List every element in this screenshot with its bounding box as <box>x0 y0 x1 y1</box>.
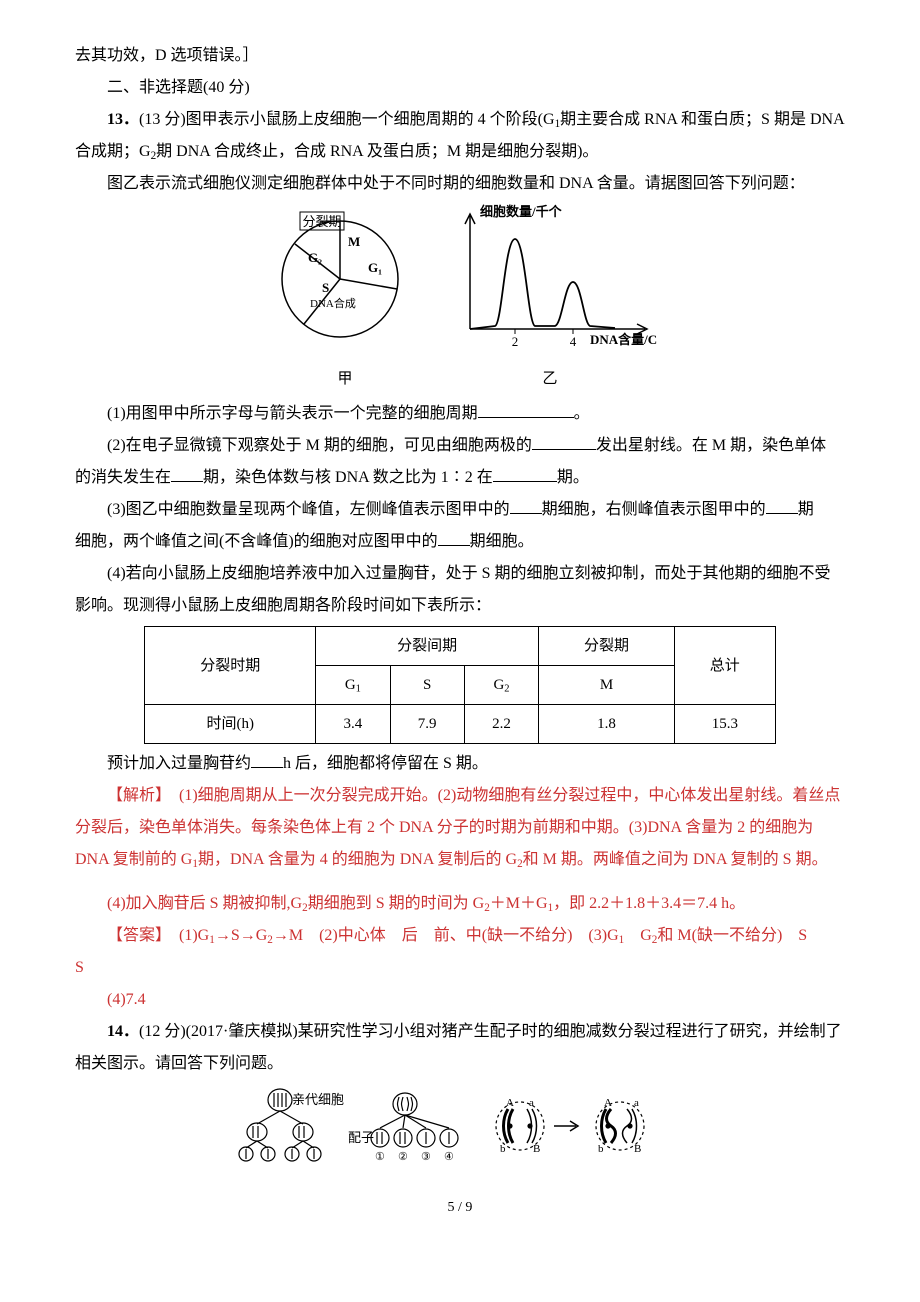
blank <box>510 497 542 514</box>
table-row: 分裂时期 分裂间期 分裂期 总计 <box>145 627 775 666</box>
text: 期细胞到 S 期的时间为 G <box>308 895 484 912</box>
text: 期 <box>798 501 814 518</box>
table-header: G2 <box>464 666 538 705</box>
blank <box>478 401 574 418</box>
text: 期，染色体数与核 DNA 数之比为 1∶2 在 <box>203 469 493 486</box>
question-number: 13． <box>107 111 139 128</box>
figure-caption: 乙 <box>440 364 660 394</box>
table-header: M <box>539 666 675 705</box>
blank <box>766 497 798 514</box>
text: →S→G <box>215 927 267 944</box>
diagram-label: ① <box>375 1151 385 1163</box>
table-cell: 1.8 <box>539 705 675 744</box>
text: ＋M＋G <box>490 895 548 912</box>
text: 细胞，两个峰值之间(不含峰值)的细胞对应图甲中的 <box>75 533 438 550</box>
figure-pie: 分裂期 M G₁ G₂ S DNA合成 甲 <box>260 204 430 394</box>
table-cell: 15.3 <box>674 705 775 744</box>
pie-label: G₁ <box>368 260 382 275</box>
analysis-label: 【解析】 <box>107 787 179 804</box>
diagram-label: ③ <box>421 1151 431 1163</box>
table-header: 总计 <box>674 627 775 705</box>
text: 期细胞。 <box>470 533 534 550</box>
table-cell: 时间(h) <box>145 705 316 744</box>
text: 图乙表示流式细胞仪测定细胞群体中处于不同时期的细胞数量和 DNA 含量。请据图回… <box>107 175 805 192</box>
text: 发出星射线。在 M 期，染色单体 <box>596 437 826 454</box>
table-cell: 3.4 <box>316 705 390 744</box>
pie-label: 分裂期 <box>302 214 341 229</box>
text: h 后，细胞都将停留在 S 期。 <box>283 755 488 772</box>
table-header: 分裂间期 <box>316 627 539 666</box>
table-cell: 7.9 <box>390 705 464 744</box>
text: 期主要合成 RNA 和蛋白质；S 期是 DNA <box>560 111 844 128</box>
text: (1)用图甲中所示字母与箭头表示一个完整的细胞周期 <box>107 405 478 422</box>
text: (4)加入胸苷后 S 期被抑制,G <box>107 895 302 912</box>
diagram-label: B <box>533 1143 540 1155</box>
text: 去其功效，D 选项错误。］ <box>75 47 259 64</box>
meiosis-diagram: 亲代细胞 配子 ① ② ③ ④ A a <box>230 1084 690 1164</box>
page-number: 5 / 9 <box>75 1194 845 1222</box>
text: G <box>624 927 652 944</box>
blank <box>251 751 283 768</box>
figure-row: 分裂期 M G₁ G₂ S DNA合成 甲 细胞数量/千个 DNA含量/C 2 <box>75 204 845 394</box>
text: ，即 2.2＋1.8＋3.4＝7.4 h。 <box>553 895 745 912</box>
text: 和 M(缺一不给分) S <box>657 927 807 944</box>
pie-label: M <box>348 234 360 249</box>
table-header: 分裂期 <box>539 627 675 666</box>
table-header: G1 <box>316 666 390 705</box>
diagram-label: a <box>634 1097 639 1109</box>
text: (3)图乙中细胞数量呈现两个峰值，左侧峰值表示图甲中的 <box>107 501 510 518</box>
text: (12 分)(2017·肇庆模拟)某研究性学习小组对猪产生配子时的细胞减数分裂过… <box>75 1023 842 1072</box>
diagram-label: A <box>604 1097 612 1109</box>
section-heading: 二、非选择题(40 分) <box>107 79 250 96</box>
text: (13 分)图甲表示小鼠肠上皮细胞一个细胞周期的 4 个阶段(G <box>139 111 555 128</box>
diagram-label: A <box>506 1097 514 1109</box>
figure-line-chart: 细胞数量/千个 DNA含量/C 2 4 乙 <box>440 204 660 394</box>
figure-caption: 甲 <box>260 364 430 394</box>
text: 预计加入过量胸苷约 <box>107 755 251 772</box>
text: 期，DNA 含量为 4 的细胞为 DNA 复制后的 G <box>198 851 517 868</box>
chart-xtick: 2 <box>512 334 519 349</box>
diagram-label: b <box>598 1143 604 1155</box>
text: →M (2)中心体 后 前、中(缺一不给分) (3)G <box>273 927 619 944</box>
blank <box>171 465 203 482</box>
blank <box>493 465 557 482</box>
pie-label: DNA合成 <box>310 296 356 310</box>
text: 合成期；G <box>75 143 151 160</box>
diagram-label: a <box>529 1097 534 1109</box>
text: (4)7.4 <box>107 991 146 1008</box>
pie-label: S <box>322 280 329 295</box>
chart-ylabel: 细胞数量/千个 <box>480 204 563 219</box>
text: 的消失发生在 <box>75 469 171 486</box>
text: 期。 <box>557 469 589 486</box>
answer-label: 【答案】 <box>107 927 179 944</box>
pie-label: G₂ <box>308 250 322 265</box>
chart-xtick: 4 <box>570 334 577 349</box>
text: (2)在电子显微镜下观察处于 M 期的细胞，可见由细胞两极的 <box>107 437 532 454</box>
diagram-label: 配子 <box>348 1130 374 1145</box>
data-table: 分裂时期 分裂间期 分裂期 总计 G1 S G2 M 时间(h) 3.4 7.9… <box>144 626 775 744</box>
text: 和 M 期。两峰值之间为 DNA 复制的 S 期。 <box>523 851 828 868</box>
table-row: 时间(h) 3.4 7.9 2.2 1.8 15.3 <box>145 705 775 744</box>
diagram-label: ④ <box>444 1151 454 1163</box>
diagram-label: B <box>634 1143 641 1155</box>
text: 。 <box>574 405 590 422</box>
text: 期 DNA 合成终止，合成 RNA 及蛋白质；M 期是细胞分裂期)。 <box>156 143 598 160</box>
text: 期细胞，右侧峰值表示图甲中的 <box>542 501 766 518</box>
figure-row: 亲代细胞 配子 ① ② ③ ④ A a <box>75 1084 845 1164</box>
diagram-label: 亲代细胞 <box>292 1092 344 1107</box>
table-header: 分裂时期 <box>145 627 316 705</box>
diagram-label: b <box>500 1143 506 1155</box>
table-cell: 2.2 <box>464 705 538 744</box>
blank <box>438 529 470 546</box>
table-header: S <box>390 666 464 705</box>
text: (4)若向小鼠肠上皮细胞培养液中加入过量胸苷，处于 S 期的细胞立刻被抑制，而处… <box>75 565 831 614</box>
diagram-label: ② <box>398 1151 408 1163</box>
text: (1)G <box>179 927 209 944</box>
chart-xlabel: DNA含量/C <box>590 332 657 347</box>
question-number: 14． <box>107 1023 139 1040</box>
blank <box>532 433 596 450</box>
